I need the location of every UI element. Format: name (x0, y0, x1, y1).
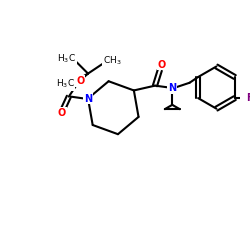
Text: H$_3$C: H$_3$C (58, 53, 76, 66)
Text: O: O (76, 76, 84, 86)
Text: O: O (58, 108, 66, 118)
Text: N: N (84, 94, 92, 104)
Text: N: N (168, 82, 176, 92)
Text: CH$_3$: CH$_3$ (103, 55, 121, 67)
Text: H$_3$C: H$_3$C (56, 78, 74, 90)
Text: O: O (158, 60, 166, 70)
Text: F: F (246, 93, 250, 103)
